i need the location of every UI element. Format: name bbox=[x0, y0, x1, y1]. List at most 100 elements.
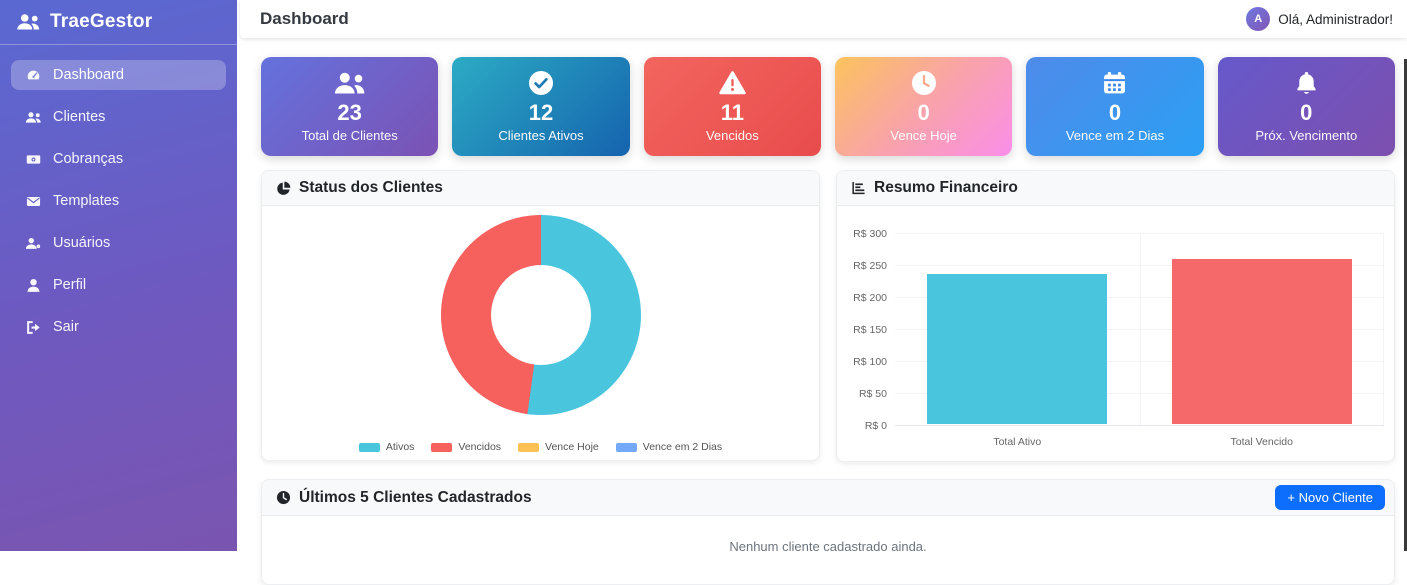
legend-label: Vence em 2 Dias bbox=[642, 441, 723, 453]
stat-card-vence-hoje: 0 Vence Hoje bbox=[834, 57, 1013, 156]
page-title: Dashboard bbox=[260, 9, 349, 28]
app-logo: TraeGestor bbox=[0, 0, 237, 45]
doughnut-hole bbox=[490, 265, 591, 365]
stat-card-total-de-clientes: 23 Total de Clientes bbox=[261, 57, 439, 156]
y-axis-tick: R$ 300 bbox=[853, 228, 887, 240]
recent-panel-header: Últimos 5 Clientes Cadastrados + Novo Cl… bbox=[262, 480, 1394, 516]
stat-card-prox-vencimento: 0 Próx. Vencimento bbox=[1217, 57, 1395, 156]
sidebar-nav: Dashboard Clientes Cobranças Templates Usuár… bbox=[0, 45, 237, 342]
gridline bbox=[1139, 233, 1141, 425]
x-axis-label: Total Vencido bbox=[1230, 436, 1293, 448]
finance-panel: Resumo Financeiro R$ 300 R$ 250 R$ 200 R$ 1… bbox=[836, 170, 1395, 462]
legend-label: Ativos bbox=[385, 441, 415, 453]
logout-icon bbox=[24, 320, 42, 335]
legend-item-vence-hoje[interactable]: Vence Hoje bbox=[518, 441, 599, 453]
warning-triangle-icon bbox=[719, 70, 746, 97]
recent-clients-panel: Últimos 5 Clientes Cadastrados + Novo Cl… bbox=[261, 479, 1395, 585]
gridline bbox=[1383, 233, 1384, 425]
legend-label: Vence Hoje bbox=[545, 441, 599, 453]
stat-card-vencidos: 11 Vencidos bbox=[643, 57, 821, 156]
stat-label: Próx. Vencimento bbox=[1255, 128, 1358, 144]
sidebar-item-dashboard[interactable]: Dashboard bbox=[11, 60, 226, 90]
doughnut-ring bbox=[440, 215, 641, 415]
stat-value: 23 bbox=[337, 99, 362, 125]
sidebar-item-label: Dashboard bbox=[53, 67, 124, 83]
gauge-icon bbox=[24, 68, 42, 83]
sidebar-item-label: Cobranças bbox=[53, 151, 124, 167]
legend-item-vencidos[interactable]: Vencidos bbox=[431, 441, 501, 453]
recent-empty-state: Nenhum cliente cadastrado ainda. bbox=[729, 539, 927, 554]
legend-label: Vencidos bbox=[458, 441, 502, 453]
pie-chart-icon bbox=[276, 181, 291, 196]
doughnut-legend: Ativos Vencidos Vence Hoje Vence em 2 Dias bbox=[262, 441, 819, 453]
recent-panel-title: Últimos 5 Clientes Cadastrados bbox=[299, 488, 532, 506]
sidebar-item-clientes[interactable]: Clientes bbox=[11, 102, 226, 132]
bell-icon bbox=[1295, 70, 1318, 97]
top-header: Dashboard A Olá, Administrador! bbox=[240, 0, 1407, 38]
stat-card-clientes-ativos: 12 Clientes Ativos bbox=[452, 57, 630, 156]
window-scrollbar[interactable] bbox=[1404, 59, 1407, 551]
legend-swatch bbox=[358, 442, 380, 452]
stat-label: Vence em 2 Dias bbox=[1065, 128, 1165, 144]
legend-swatch bbox=[431, 442, 453, 452]
new-client-button[interactable]: + Novo Cliente bbox=[1275, 485, 1385, 510]
sidebar-item-label: Sair bbox=[53, 319, 79, 335]
x-axis-label: Total Ativo bbox=[993, 436, 1042, 448]
finance-panel-header: Resumo Financeiro bbox=[837, 171, 1394, 206]
user-menu[interactable]: A Olá, Administrador! bbox=[1246, 7, 1393, 31]
y-axis-tick: R$ 0 bbox=[864, 420, 887, 432]
check-circle-icon bbox=[528, 70, 554, 97]
money-icon bbox=[24, 152, 42, 167]
y-axis-tick: R$ 100 bbox=[853, 356, 887, 368]
stat-label: Vence Hoje bbox=[890, 128, 957, 144]
bar-total-ativo bbox=[927, 273, 1108, 424]
legend-item-ativos[interactable]: Ativos bbox=[358, 441, 415, 453]
gridline bbox=[895, 425, 1384, 426]
user-gear-icon bbox=[24, 236, 42, 251]
users-icon bbox=[24, 110, 42, 125]
stat-label: Total de Clientes bbox=[301, 128, 398, 144]
dashboard-content: 23 Total de Clientes 12 Clientes Ativos 11 Ve… bbox=[240, 38, 1407, 585]
stats-row: 23 Total de Clientes 12 Clientes Ativos 11 Ve… bbox=[261, 57, 1395, 156]
legend-swatch bbox=[615, 442, 637, 452]
stat-value: 0 bbox=[1108, 99, 1122, 125]
status-panel: Status dos Clientes Ativos Vencidos Vence … bbox=[261, 170, 820, 461]
status-panel-header: Status dos Clientes bbox=[262, 171, 819, 206]
legend-item-vence-em-2-dias[interactable]: Vence em 2 Dias bbox=[615, 441, 723, 453]
greeting-text: Olá, Administrador! bbox=[1278, 11, 1393, 27]
stat-card-vence-em-2-dias: 0 Vence em 2 Dias bbox=[1026, 57, 1204, 156]
calendar-icon bbox=[1102, 70, 1127, 97]
stat-value: 11 bbox=[720, 99, 744, 125]
clock-icon bbox=[911, 70, 937, 97]
legend-swatch bbox=[518, 442, 540, 452]
sidebar-item-sair[interactable]: Sair bbox=[11, 312, 226, 342]
avatar[interactable]: A bbox=[1246, 7, 1271, 31]
app-title: TraeGestor bbox=[50, 11, 153, 32]
sidebar-item-label: Usuários bbox=[53, 235, 111, 251]
status-panel-title: Status dos Clientes bbox=[299, 179, 443, 196]
finance-panel-title: Resumo Financeiro bbox=[874, 179, 1018, 196]
sidebar-item-cobrancas[interactable]: Cobranças bbox=[11, 144, 226, 174]
bar-chart: R$ 300 R$ 250 R$ 200 R$ 150 R$ 100 R$ 50 R$ 0 T… bbox=[837, 206, 1394, 461]
user-icon bbox=[24, 278, 42, 293]
stat-value: 0 bbox=[917, 99, 930, 125]
bar-chart-plot bbox=[895, 233, 1384, 426]
sidebar-item-label: Perfil bbox=[53, 277, 87, 293]
stat-label: Vencidos bbox=[705, 128, 759, 144]
sidebar-item-usuarios[interactable]: Usuários bbox=[11, 228, 226, 258]
charts-row: Status dos Clientes Ativos Vencidos Vence … bbox=[261, 170, 1395, 462]
y-axis-tick: R$ 200 bbox=[853, 292, 887, 304]
sidebar-item-label: Templates bbox=[53, 193, 120, 209]
stat-label: Clientes Ativos bbox=[498, 128, 584, 144]
users-logo-icon bbox=[16, 13, 41, 31]
main-area: Dashboard A Olá, Administrador! 23 Total … bbox=[240, 0, 1407, 585]
history-clock-icon bbox=[276, 490, 291, 505]
stat-value: 0 bbox=[1300, 99, 1313, 125]
doughnut-chart: Ativos Vencidos Vence Hoje Vence em 2 Dias bbox=[262, 215, 819, 460]
sidebar-item-perfil[interactable]: Perfil bbox=[11, 270, 226, 300]
envelope-icon bbox=[24, 194, 42, 209]
sidebar-item-templates[interactable]: Templates bbox=[11, 186, 226, 216]
y-axis-tick: R$ 250 bbox=[853, 260, 887, 272]
sidebar: TraeGestor Dashboard Clientes Cobranças Tem… bbox=[0, 0, 237, 551]
y-axis-tick: R$ 50 bbox=[858, 388, 887, 400]
